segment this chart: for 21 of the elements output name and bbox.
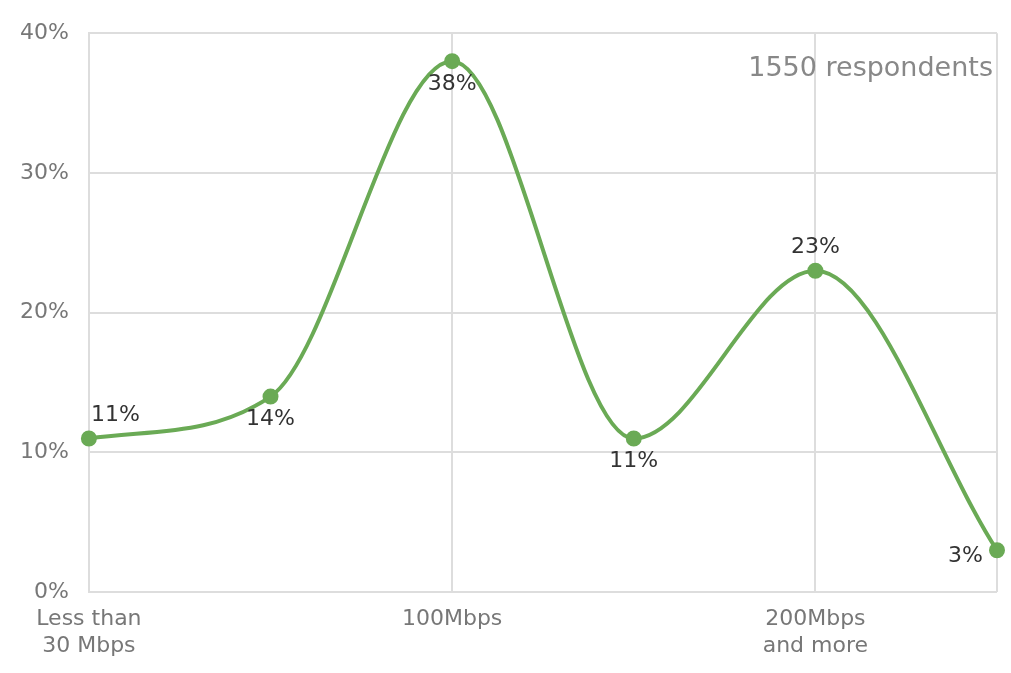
data-label: 23% bbox=[790, 233, 840, 259]
point bbox=[989, 542, 1005, 559]
annotation: 1550 respondents bbox=[748, 50, 993, 82]
y-tick-label: 30% bbox=[19, 158, 69, 184]
x-tick-label: 200Mbps and more bbox=[762, 605, 869, 657]
point bbox=[80, 430, 97, 447]
data-label: 3% bbox=[948, 541, 983, 567]
y-tick-label: 40% bbox=[19, 18, 69, 44]
x-tick-label: Less than 30 Mbps bbox=[36, 605, 142, 657]
data-label: 38% bbox=[427, 69, 477, 95]
point bbox=[625, 430, 642, 447]
point bbox=[807, 262, 824, 279]
data-label: 11% bbox=[90, 401, 140, 427]
point bbox=[262, 388, 279, 405]
y-tick-label: 20% bbox=[19, 298, 69, 324]
data-label: 11% bbox=[609, 447, 659, 473]
y-tick-label: 0% bbox=[33, 577, 69, 603]
y-tick-label: 10% bbox=[19, 438, 69, 464]
data-label: 14% bbox=[246, 405, 295, 431]
x-tick-label: 100Mbps bbox=[401, 605, 503, 631]
point bbox=[444, 53, 461, 70]
